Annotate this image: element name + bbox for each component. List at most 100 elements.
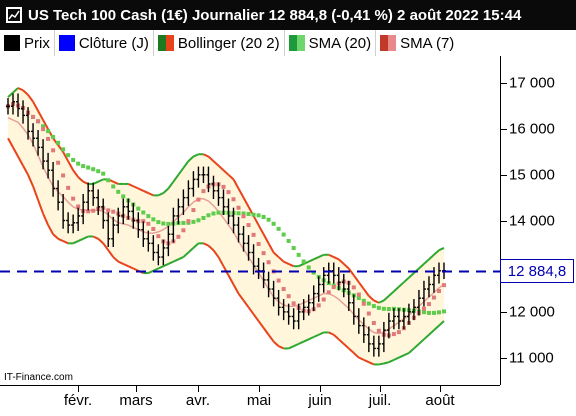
x-tick-label: août bbox=[425, 392, 455, 409]
bollinger-upper-segment bbox=[177, 167, 185, 176]
sma7-point bbox=[111, 209, 116, 214]
sma20-point bbox=[442, 309, 446, 314]
sma20-swatch bbox=[288, 35, 305, 51]
price-chart[interactable] bbox=[0, 56, 500, 385]
bollinger-upper-segment bbox=[272, 251, 280, 258]
sma20-point bbox=[156, 220, 161, 225]
x-tick bbox=[136, 386, 137, 392]
legend-item-prix[interactable]: Prix bbox=[0, 30, 55, 56]
bollinger-upper-segment bbox=[318, 253, 325, 258]
bollinger-lower-segment bbox=[12, 146, 19, 158]
x-tick bbox=[380, 386, 381, 392]
sma7-point bbox=[442, 283, 446, 288]
bollinger-lower-segment bbox=[338, 338, 345, 345]
sma7-point bbox=[366, 311, 371, 316]
sma20-point bbox=[381, 306, 386, 311]
bollinger-lower-segment bbox=[313, 333, 320, 338]
bollinger-upper-segment bbox=[418, 263, 425, 270]
sma20-point bbox=[96, 169, 101, 174]
last-price-tag: 12 884,8 bbox=[500, 259, 574, 284]
x-tick bbox=[78, 386, 79, 392]
y-tick bbox=[501, 357, 507, 359]
bollinger-upper-segment bbox=[303, 260, 310, 265]
sma20-point bbox=[281, 232, 286, 237]
legend-item-bollinger[interactable]: Bollinger (20 2) bbox=[154, 30, 285, 56]
bollinger-lower-segment bbox=[17, 156, 24, 167]
bollinger-lower-segment bbox=[162, 262, 169, 268]
bollinger-lower-segment bbox=[328, 331, 335, 336]
bollinger-lower-segment bbox=[62, 240, 69, 245]
bollinger-lower-segment bbox=[358, 356, 365, 361]
legend-label: SMA (20) bbox=[308, 34, 372, 52]
cloture-swatch bbox=[58, 35, 75, 51]
bollinger-upper-segment bbox=[298, 262, 305, 268]
bollinger-lower-segment bbox=[27, 174, 34, 187]
legend-item-sma7[interactable]: SMA (7) bbox=[376, 30, 458, 56]
bollinger-lower-segment bbox=[37, 199, 45, 214]
legend-item-cloture[interactable]: Clôture (J) bbox=[55, 30, 154, 56]
bollinger-upper-segment bbox=[42, 119, 49, 130]
x-tick-label: mai bbox=[246, 392, 272, 409]
bollinger-upper-segment bbox=[257, 224, 265, 235]
bollinger-lower-segment bbox=[383, 361, 390, 365]
bollinger-upper-segment bbox=[92, 180, 99, 185]
bollinger-lower-segment bbox=[262, 327, 270, 336]
bollinger-lower-segment bbox=[212, 249, 220, 258]
legend-label: Prix bbox=[24, 34, 50, 52]
bollinger-upper-segment bbox=[187, 155, 195, 162]
bollinger-lower-segment bbox=[187, 247, 195, 254]
sma7-point bbox=[201, 189, 206, 194]
bollinger-upper-segment bbox=[82, 180, 89, 185]
sma7-point bbox=[56, 160, 61, 165]
bollinger-upper-segment bbox=[222, 169, 230, 176]
bollinger-upper-segment bbox=[357, 281, 365, 290]
sma20-point bbox=[61, 147, 66, 152]
sma7-point bbox=[181, 228, 186, 233]
sma7-point bbox=[71, 196, 76, 201]
sma7-point bbox=[321, 297, 326, 302]
bollinger-upper-segment bbox=[17, 87, 24, 92]
chart-title: US Tech 100 Cash (1€) Journalier 12 884,… bbox=[28, 6, 522, 24]
sma20-point bbox=[106, 178, 111, 183]
bollinger-lower-segment bbox=[127, 265, 134, 270]
bollinger-swatch bbox=[157, 35, 174, 51]
bollinger-upper-segment bbox=[308, 258, 315, 263]
sma7-point bbox=[31, 114, 36, 119]
bollinger-upper-segment bbox=[127, 183, 134, 188]
sma7-point bbox=[76, 204, 81, 209]
sma7-point bbox=[361, 301, 366, 306]
sma7-point bbox=[376, 328, 381, 333]
bollinger-upper-segment bbox=[217, 164, 225, 171]
legend-item-sma20[interactable]: SMA (20) bbox=[285, 30, 377, 56]
bollinger-upper-segment bbox=[193, 153, 199, 158]
bollinger-lower-segment bbox=[97, 238, 104, 245]
bollinger-lower-segment bbox=[72, 240, 79, 245]
sma20-point bbox=[41, 124, 46, 129]
watermark: IT-Finance.com bbox=[4, 372, 73, 383]
bollinger-lower-segment bbox=[172, 258, 179, 263]
sma20-point bbox=[216, 210, 221, 215]
sma7-point bbox=[51, 148, 56, 153]
bollinger-lower-segment bbox=[152, 267, 159, 272]
axis-corner bbox=[500, 385, 576, 415]
y-tick bbox=[501, 174, 507, 176]
bollinger-lower-segment bbox=[227, 274, 235, 285]
bollinger-upper-segment bbox=[112, 180, 119, 185]
sma20-point bbox=[311, 270, 316, 275]
sma7-point bbox=[436, 289, 441, 293]
bollinger-upper-segment bbox=[313, 256, 320, 261]
bollinger-lower-segment bbox=[438, 320, 445, 327]
bollinger-lower-segment bbox=[47, 224, 54, 235]
bollinger-upper-segment bbox=[433, 249, 440, 256]
sma20-point bbox=[151, 217, 156, 222]
bollinger-upper-segment bbox=[283, 260, 290, 265]
bollinger-upper-segment bbox=[147, 192, 154, 197]
sma20-point bbox=[201, 215, 206, 220]
bollinger-upper-segment bbox=[403, 276, 410, 283]
sma7-swatch bbox=[380, 35, 397, 51]
bollinger-lower-segment bbox=[393, 356, 400, 361]
bollinger-upper-segment bbox=[12, 87, 19, 94]
x-tick-label: mars bbox=[119, 392, 153, 409]
bollinger-upper-segment bbox=[37, 110, 44, 121]
